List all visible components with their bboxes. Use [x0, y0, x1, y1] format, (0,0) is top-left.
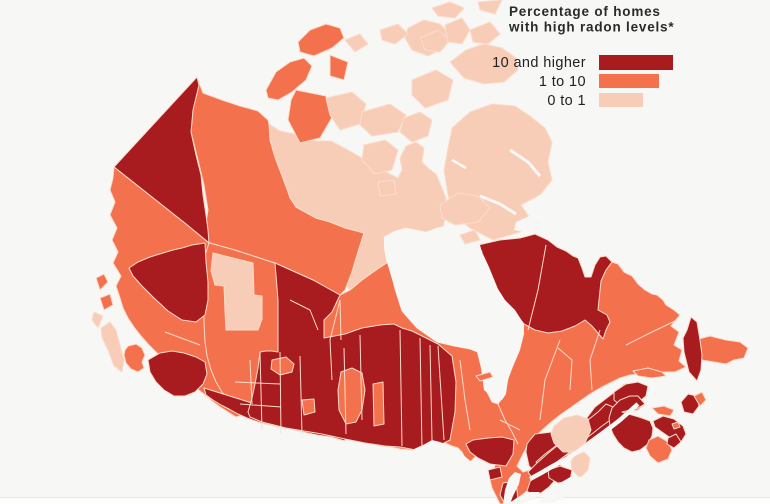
svg-text:10 and higher: 10 and higher [492, 55, 586, 71]
svg-text:1 to 10: 1 to 10 [539, 74, 586, 90]
svg-text:Percentage of homes: Percentage of homes [509, 4, 661, 19]
svg-text:0 to 1: 0 to 1 [547, 93, 586, 109]
svg-text:with high radon levels*: with high radon levels* [508, 20, 674, 35]
